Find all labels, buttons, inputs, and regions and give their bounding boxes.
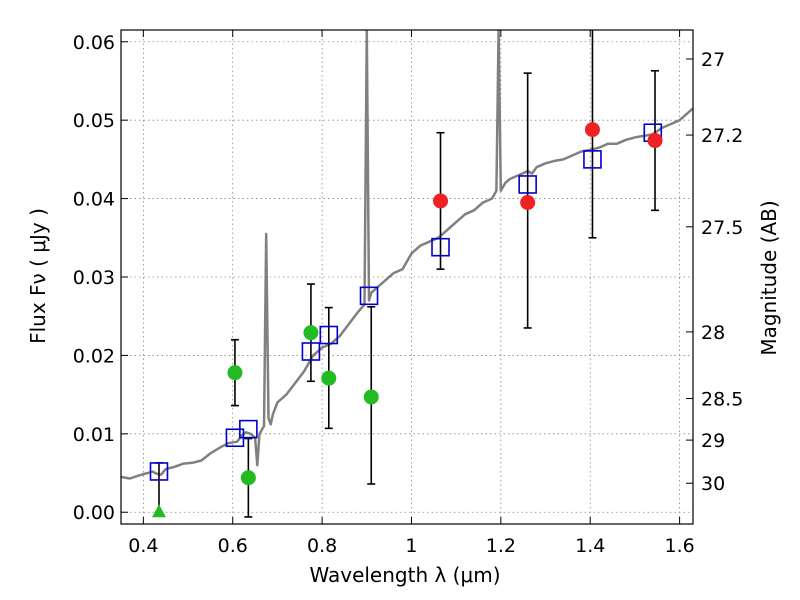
model-photometry-square <box>518 175 537 194</box>
y-tick-label: 0.06 <box>73 32 115 54</box>
x-tick-label: 1 <box>405 535 417 557</box>
x-tick-label: 0.4 <box>128 535 158 557</box>
y-tick-label: 0.05 <box>73 110 115 132</box>
observed-point-infrared <box>647 133 663 149</box>
model-spectrum-layer <box>121 30 693 480</box>
model-photometry-square <box>583 150 602 169</box>
observed-point-optical <box>321 370 337 386</box>
marker-layer <box>149 122 663 518</box>
y-axis-label: Flux Fν ( μJy ) <box>26 208 50 344</box>
x-tick-label: 1.2 <box>486 535 516 557</box>
grid-layer <box>121 30 693 524</box>
observed-point-optical <box>227 365 243 381</box>
magnitude-tick-label: 27.2 <box>701 125 743 147</box>
observed-point-optical <box>303 325 319 341</box>
y-tick-label: 0.00 <box>73 502 115 524</box>
x-tick-label: 1.6 <box>664 535 694 557</box>
observed-point-triangle <box>151 504 166 518</box>
model-photometry-square <box>149 462 169 481</box>
observed-point-infrared <box>433 193 449 209</box>
magnitude-tick-label: 27.5 <box>701 217 743 239</box>
model-photometry-square <box>301 342 321 361</box>
x-tick-label: 1.4 <box>575 535 605 557</box>
magnitude-tick-label: 30 <box>701 473 725 495</box>
model-photometry-square <box>359 286 379 306</box>
model-photometry-square <box>319 325 339 345</box>
observed-point-infrared <box>584 122 600 138</box>
magnitude-tick-label: 29 <box>701 430 725 452</box>
tick-layer: 0.4 0.6 0.8 1 1.2 1.4 1.6 0.00 0.01 0.02 0.03 0.04 0… <box>73 30 743 557</box>
magnitude-tick-label: 28.5 <box>701 389 743 411</box>
x-axis-label: Wavelength λ (μm) <box>309 563 500 587</box>
y-tick-label: 0.01 <box>73 424 115 446</box>
magnitude-tick-label: 28 <box>701 322 725 344</box>
right-axis-label: Magnitude (AB) <box>757 200 781 355</box>
model-photometry-square <box>431 237 450 257</box>
model-photometry-square <box>239 419 258 439</box>
x-tick-label: 0.8 <box>307 535 337 557</box>
magnitude-tick-label: 27 <box>701 49 725 71</box>
observed-point-optical <box>240 470 256 486</box>
x-tick-label: 0.6 <box>218 535 248 557</box>
observed-point-optical <box>363 389 379 405</box>
y-tick-label: 0.03 <box>73 267 115 289</box>
observed-point-infrared <box>520 195 536 211</box>
y-tick-label: 0.02 <box>73 345 115 367</box>
model-spectrum-line <box>121 30 693 480</box>
y-tick-label: 0.04 <box>73 189 115 211</box>
